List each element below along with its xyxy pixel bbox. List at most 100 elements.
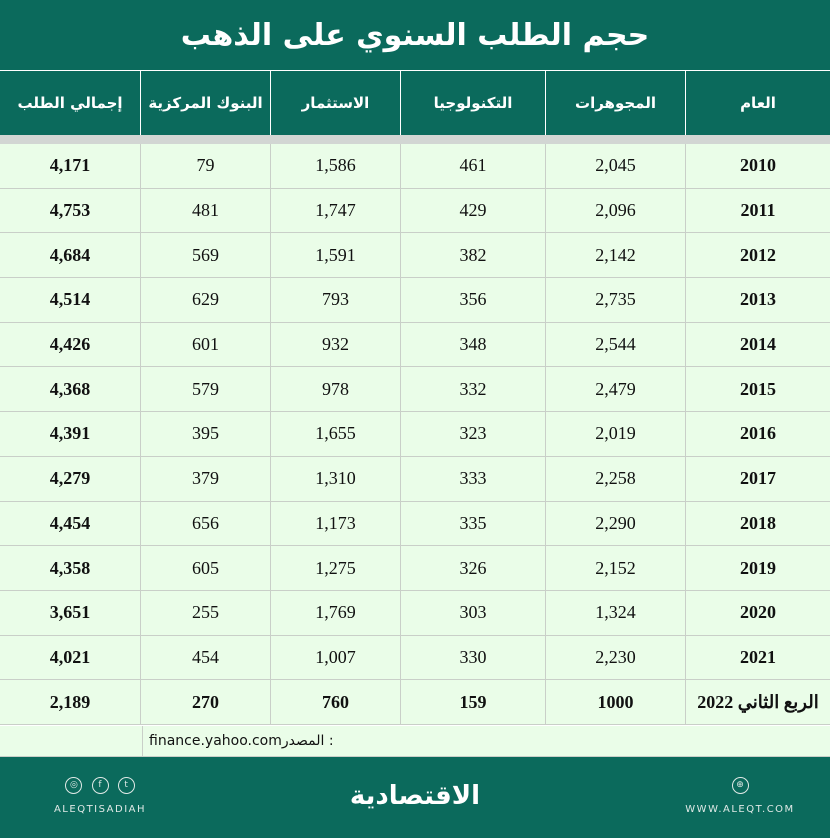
cell-total-demand: 4,358 <box>49 557 91 578</box>
cell-total-demand: 4,279 <box>49 468 91 489</box>
cell-year: 2017 <box>685 456 830 501</box>
cell-jewelry: 2,142 <box>545 233 685 278</box>
cell-investment: 1,655 <box>270 412 400 456</box>
cell-year: 2013 <box>685 278 830 322</box>
cell-year: 2015 <box>685 367 830 412</box>
cell-year: الربع الثاني 2022 <box>685 680 830 724</box>
source-value: finance.yahoo.com <box>149 733 282 749</box>
cell-jewelry: 2,479 <box>545 367 685 412</box>
cell-total-demand: 2,189 <box>49 691 91 712</box>
table-row: 2018 2,290 335 1,173 656 4,454 <box>0 501 830 547</box>
cell-central-banks: 656 <box>140 501 270 546</box>
cell-investment: 1,007 <box>270 635 400 680</box>
cell-investment: 760 <box>270 680 400 724</box>
cell-technology: 335 <box>400 501 545 546</box>
cell-year: 2019 <box>685 546 830 590</box>
cell-technology: 332 <box>400 367 545 412</box>
table-row: 2014 2,544 348 932 601 4,426 <box>0 322 830 368</box>
cell-technology: 159 <box>400 680 545 724</box>
cell-investment: 1,275 <box>270 546 400 590</box>
cell-jewelry: 1,324 <box>545 590 685 635</box>
cell-technology: 356 <box>400 278 545 322</box>
cell-total-demand: 4,753 <box>49 200 91 221</box>
cell-total-demand: 3,651 <box>49 602 91 623</box>
table-row: 2015 2,479 332 978 579 4,368 <box>0 367 830 413</box>
cell-technology: 382 <box>400 233 545 278</box>
cell-jewelry: 2,152 <box>545 546 685 590</box>
table-row: 2020 1,324 303 1,769 255 3,651 <box>0 590 830 636</box>
table-row: 2013 2,735 356 793 629 4,514 <box>0 278 830 323</box>
cell-central-banks: 395 <box>140 412 270 456</box>
source-row: المصدر : finance.yahoo.com <box>0 726 830 757</box>
cell-year: 2010 <box>685 144 830 188</box>
cell-central-banks: 79 <box>140 144 270 188</box>
cell-jewelry: 2,230 <box>545 635 685 680</box>
cell-technology: 461 <box>400 144 545 188</box>
table-row: 2011 2,096 429 1,747 481 4,753 <box>0 188 830 234</box>
cell-total-demand: 4,454 <box>49 512 91 533</box>
cell-year: 2011 <box>685 188 830 233</box>
cell-investment: 1,586 <box>270 144 400 188</box>
instagram-icon: ◎ <box>65 777 83 794</box>
source-empty-cell <box>0 726 143 756</box>
brand-logo: الاقتصادية <box>349 781 481 811</box>
cell-jewelry: 2,019 <box>545 412 685 456</box>
cell-investment: 932 <box>270 322 400 367</box>
cell-jewelry: 2,096 <box>545 188 685 233</box>
cell-central-banks: 255 <box>140 590 270 635</box>
footer-social-block: ◎ f t ALEQTISADIAH <box>40 775 160 815</box>
header-central-banks: البنوك المركزية <box>140 71 270 135</box>
table-row: الربع الثاني 2022 1000 159 760 270 2,189 <box>0 680 830 725</box>
cell-investment: 1,769 <box>270 590 400 635</box>
cell-total-demand: 4,684 <box>49 244 91 265</box>
cell-year: 2021 <box>685 635 830 680</box>
header-investment: الاستثمار <box>270 71 400 135</box>
cell-year: 2012 <box>685 233 830 278</box>
header-jewelry: المجوهرات <box>545 71 685 135</box>
cell-investment: 1,173 <box>270 501 400 546</box>
cell-jewelry: 2,290 <box>545 501 685 546</box>
cell-central-banks: 270 <box>140 680 270 724</box>
page-title: حجم الطلب السنوي على الذهب <box>0 0 830 70</box>
header-technology: التكنولوجيا <box>400 71 545 135</box>
cell-central-banks: 601 <box>140 322 270 367</box>
cell-central-banks: 579 <box>140 367 270 412</box>
cell-jewelry: 2,735 <box>545 278 685 322</box>
cell-total-demand: 4,391 <box>49 423 91 444</box>
cell-central-banks: 629 <box>140 278 270 322</box>
cell-technology: 429 <box>400 188 545 233</box>
header-separator <box>0 135 830 144</box>
cell-investment: 978 <box>270 367 400 412</box>
cell-technology: 326 <box>400 546 545 590</box>
cell-jewelry: 2,045 <box>545 144 685 188</box>
cell-total-demand: 4,514 <box>49 289 91 310</box>
footer-website-block: ⊕ WWW.ALEQT.COM <box>680 775 800 815</box>
cell-jewelry: 1000 <box>545 680 685 724</box>
cell-investment: 1,747 <box>270 188 400 233</box>
cell-jewelry: 2,544 <box>545 322 685 367</box>
cell-total-demand: 4,426 <box>49 334 91 355</box>
cell-year: 2016 <box>685 412 830 456</box>
header-year: العام <box>685 71 830 135</box>
cell-technology: 303 <box>400 590 545 635</box>
cell-year: 2014 <box>685 322 830 367</box>
website-label: WWW.ALEQT.COM <box>685 804 795 815</box>
cell-technology: 323 <box>400 412 545 456</box>
globe-icon: ⊕ <box>731 777 749 794</box>
header-total-demand: إجمالي الطلب <box>17 94 123 112</box>
footer: ⊕ WWW.ALEQT.COM الاقتصادية ◎ f t ALEQTIS… <box>0 757 830 838</box>
source-label: المصدر : <box>281 733 334 749</box>
cell-investment: 1,591 <box>270 233 400 278</box>
twitter-icon: t <box>117 777 135 794</box>
table-row: 2010 2,045 461 1,586 79 4,171 <box>0 144 830 189</box>
table-row: 2017 2,258 333 1,310 379 4,279 <box>0 456 830 502</box>
cell-central-banks: 379 <box>140 456 270 501</box>
table-row: 2019 2,152 326 1,275 605 4,358 <box>0 546 830 591</box>
table-row: 2021 2,230 330 1,007 454 4,021 <box>0 635 830 681</box>
cell-year: 2018 <box>685 501 830 546</box>
cell-technology: 330 <box>400 635 545 680</box>
cell-jewelry: 2,258 <box>545 456 685 501</box>
facebook-icon: f <box>91 777 109 794</box>
cell-total-demand: 4,171 <box>49 155 91 176</box>
